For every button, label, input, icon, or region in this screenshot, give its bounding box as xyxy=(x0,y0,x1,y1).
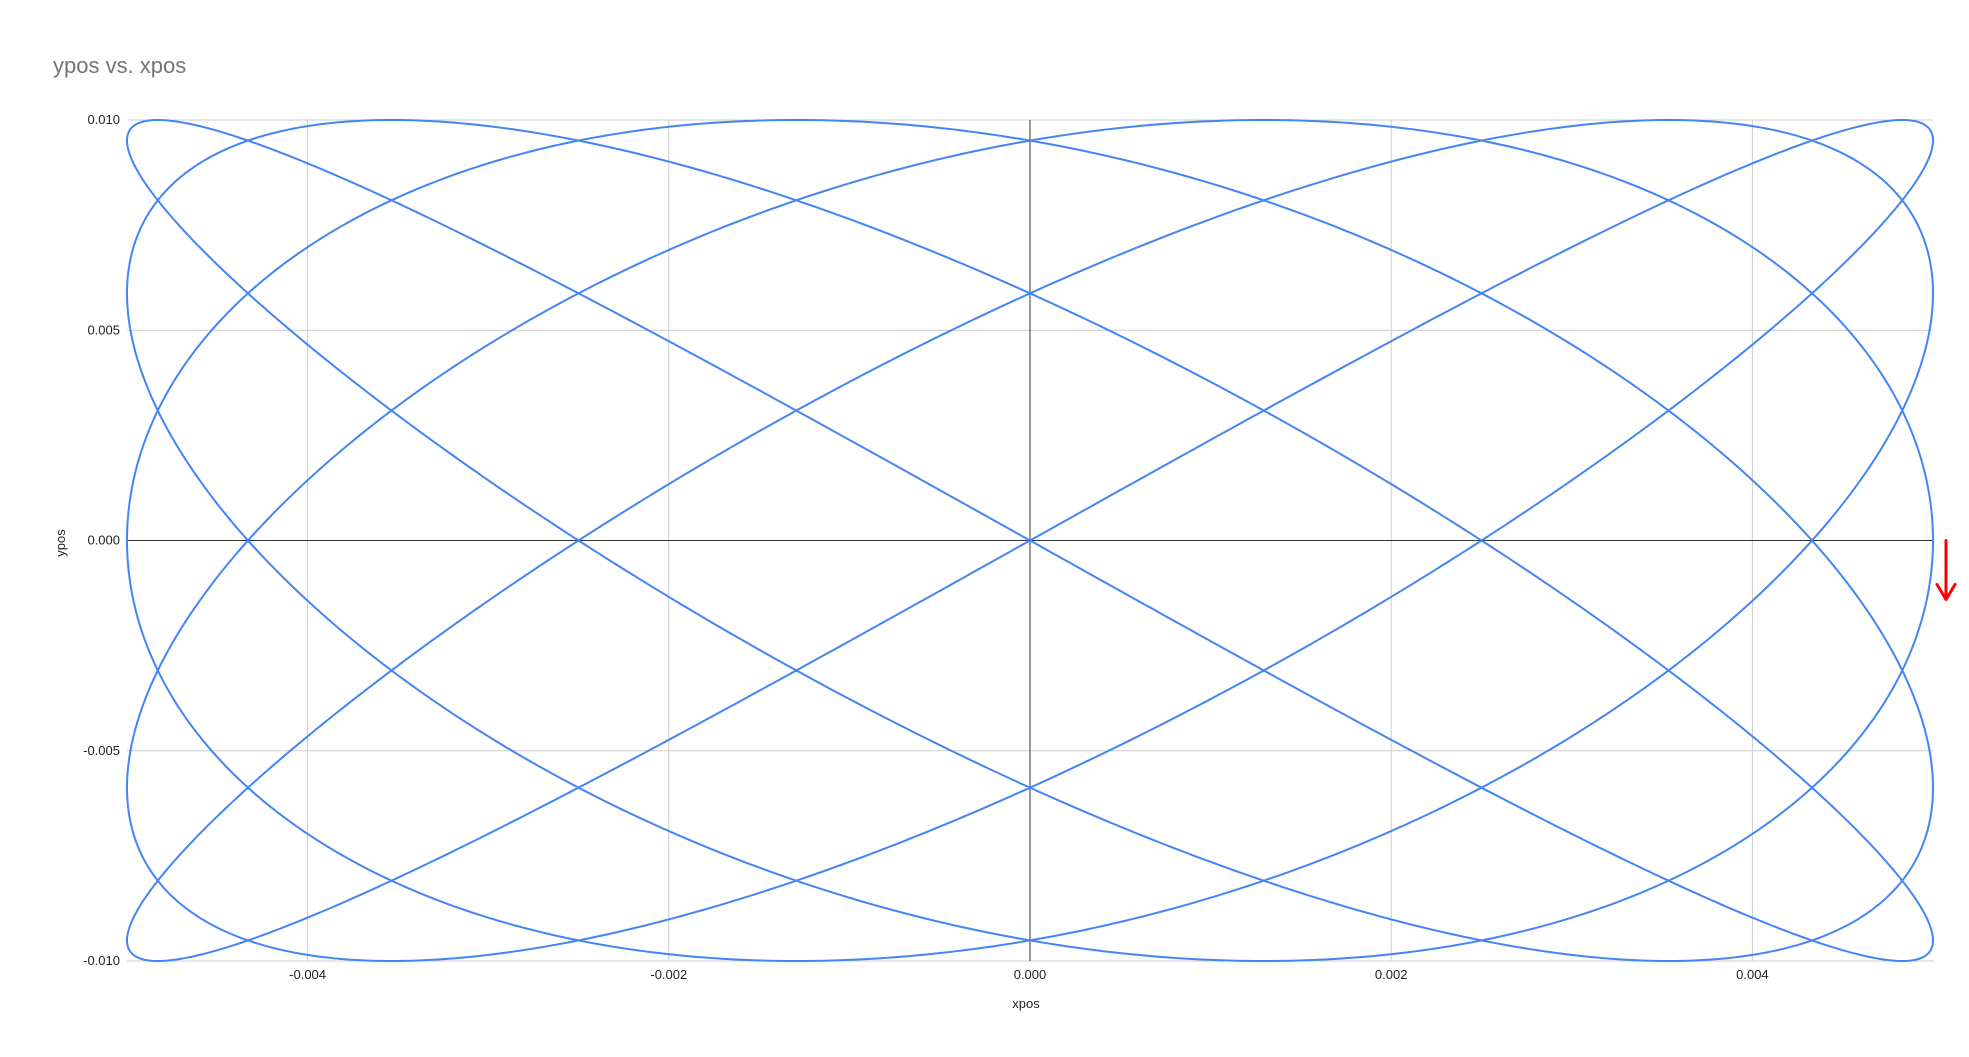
y-tick-label: -0.005 xyxy=(83,743,120,758)
x-tick-label: -0.004 xyxy=(289,967,326,982)
x-tick-label: -0.002 xyxy=(650,967,687,982)
chart-title: ypos vs. xpos xyxy=(53,53,186,78)
x-axis-tick-labels: -0.004 -0.002 0.000 0.002 0.004 xyxy=(289,967,1769,982)
series-layer xyxy=(126,119,1934,962)
red-arrow-annotation xyxy=(1935,539,1957,601)
y-tick-label: -0.010 xyxy=(83,953,120,968)
series-line xyxy=(126,119,1934,962)
x-tick-label: 0.004 xyxy=(1736,967,1769,982)
annotation-layer xyxy=(1935,539,1957,601)
x-tick-label: 0.000 xyxy=(1014,967,1047,982)
y-tick-label: 0.010 xyxy=(87,112,120,127)
y-axis-title: ypos xyxy=(53,529,68,557)
y-axis-tick-labels: 0.010 0.005 0.000 -0.005 -0.010 xyxy=(83,112,120,968)
x-axis-title: xpos xyxy=(1012,996,1040,1011)
x-tick-label: 0.002 xyxy=(1375,967,1408,982)
y-tick-label: 0.000 xyxy=(87,533,120,548)
y-tick-label: 0.005 xyxy=(87,322,120,337)
